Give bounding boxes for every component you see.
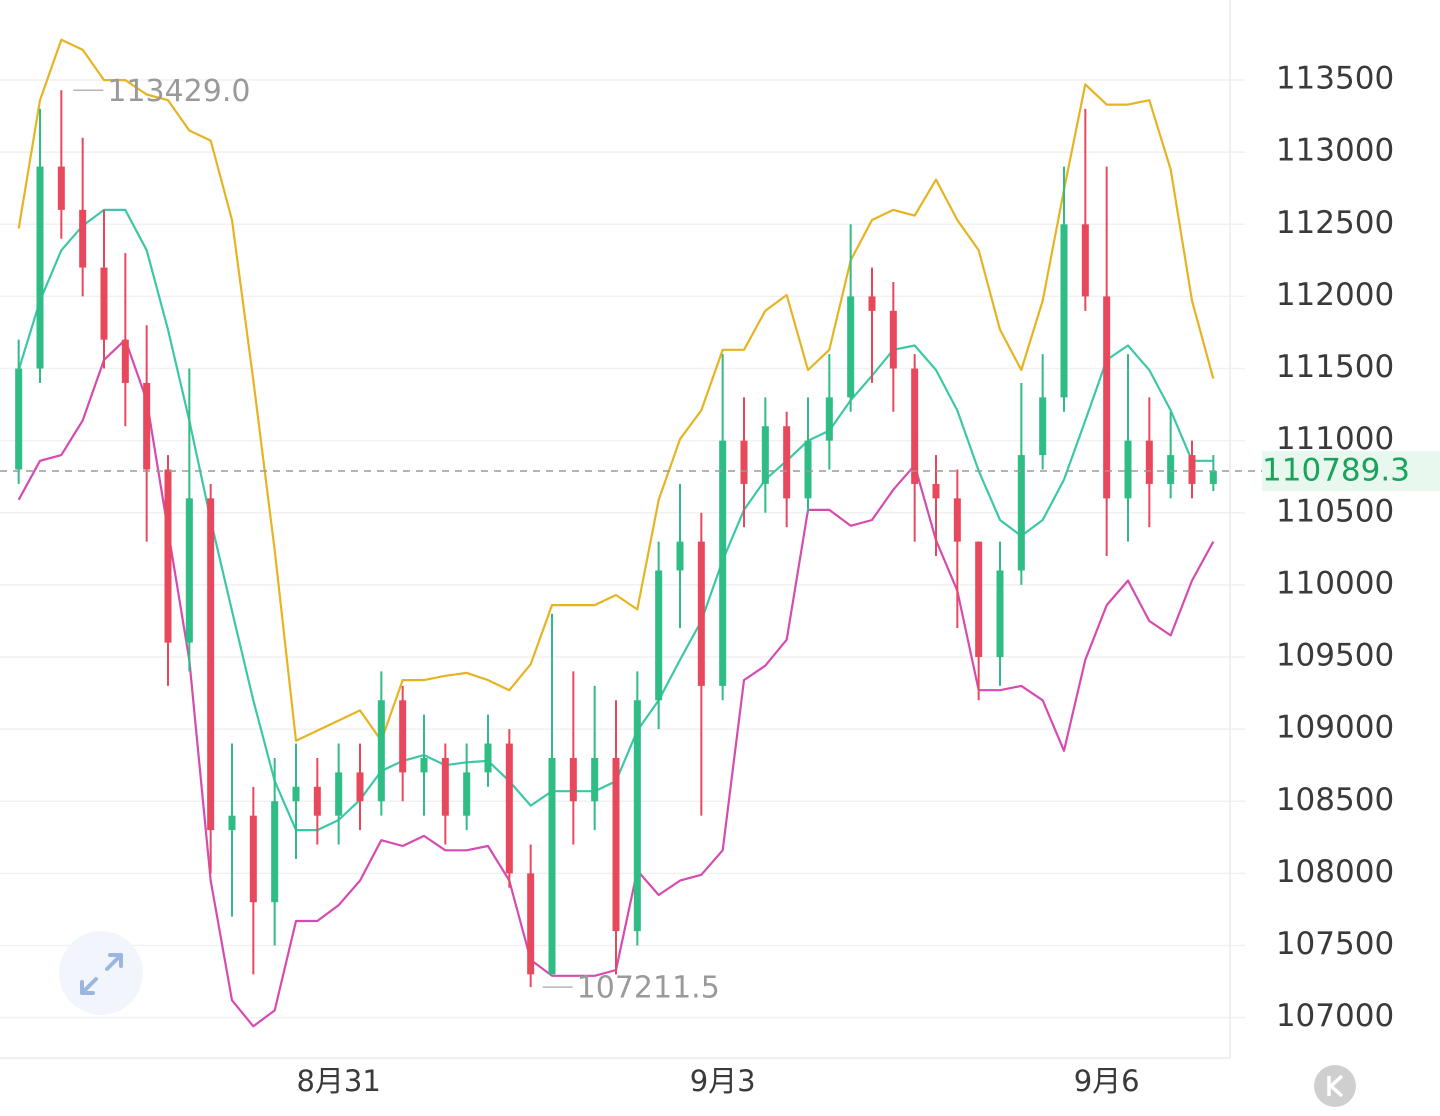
kline-button-bg[interactable]: [1314, 1065, 1356, 1107]
candle-body: [740, 440, 748, 484]
candle-body: [847, 296, 855, 398]
candle-body: [825, 397, 833, 441]
labels: 107000 107500 108000 108500 109000 109500 1100…: [0, 61, 1440, 1098]
candle-body: [591, 757, 599, 802]
candle-body: [1081, 224, 1089, 297]
candle-body: [953, 498, 961, 542]
candle-body: [783, 426, 791, 499]
candle-body: [228, 815, 236, 831]
candle-body: [911, 368, 919, 484]
candle-body: [121, 339, 129, 383]
candle-body: [804, 440, 812, 499]
candle-body: [207, 498, 215, 831]
candle-body: [271, 801, 279, 903]
candle-body: [249, 815, 257, 903]
candle-body: [313, 786, 321, 816]
candle-body: [697, 541, 705, 686]
candle-body: [996, 570, 1004, 658]
expand-icon: [80, 953, 123, 995]
candle-body: [463, 772, 471, 816]
candle-body: [100, 267, 108, 340]
y-tick-label: 111500: [1276, 349, 1394, 385]
y-tick-label: 110000: [1276, 565, 1394, 601]
kline-button[interactable]: [1314, 1065, 1356, 1107]
y-tick-label: 107000: [1276, 998, 1394, 1034]
y-tick-label: 112000: [1276, 277, 1394, 313]
last-price-tag: [1262, 451, 1440, 492]
candle-body: [889, 310, 897, 369]
candle-body: [185, 498, 193, 643]
expand-button[interactable]: [59, 931, 143, 1015]
y-tick-label: 110500: [1276, 493, 1394, 529]
candle-body: [1188, 455, 1196, 484]
candle-body: [1060, 224, 1068, 398]
y-tick-label: 107500: [1276, 926, 1394, 962]
y-tick-label: 112500: [1276, 205, 1394, 241]
candle-body: [1167, 455, 1175, 484]
candle-body: [569, 757, 577, 802]
candle-body: [505, 743, 513, 874]
upper-band: [17, 38, 1215, 742]
x-tick-label: 9月6: [1074, 1064, 1140, 1098]
expand-button-bg[interactable]: [59, 931, 143, 1015]
candles: [15, 90, 1217, 988]
candle-body: [356, 772, 364, 802]
candle-body: [719, 440, 727, 686]
y-tick-label: 108000: [1276, 854, 1394, 890]
annotation-label: 107211.5: [577, 971, 720, 1006]
y-tick-label: 108500: [1276, 782, 1394, 818]
candle-body: [1124, 440, 1132, 499]
candle-body: [1017, 455, 1025, 571]
last-price-label: 110789.3: [1262, 453, 1410, 489]
candle-body: [975, 541, 983, 658]
candle-body: [292, 786, 300, 802]
candle-body: [1145, 440, 1153, 484]
candle-body: [612, 757, 620, 932]
y-tick-label: 113500: [1276, 61, 1394, 97]
x-tick-label: 8月31: [296, 1064, 380, 1098]
candle-body: [1039, 397, 1047, 456]
candle-body: [1103, 296, 1111, 499]
kline-icon: [1327, 1074, 1344, 1098]
candle-body: [484, 743, 492, 773]
candle-body: [441, 757, 449, 816]
candle-body: [420, 757, 428, 773]
candle-body: [1209, 471, 1217, 484]
candle-body: [399, 700, 407, 773]
annotation-label: 113429.0: [107, 74, 250, 109]
candle-body: [868, 296, 876, 311]
candle-body: [676, 541, 684, 571]
candle-body: [143, 382, 151, 470]
candle-body: [655, 570, 663, 701]
candle-body: [761, 426, 769, 484]
y-tick-label: 109500: [1276, 638, 1394, 674]
y-tick-label: 113000: [1276, 133, 1394, 169]
y-tick-label: 109000: [1276, 710, 1394, 746]
candle-body: [633, 700, 641, 932]
candle-body: [932, 483, 940, 499]
candle-body: [527, 873, 535, 975]
x-tick-label: 9月3: [690, 1064, 756, 1098]
candle-body: [36, 166, 44, 369]
candle-body: [548, 757, 556, 975]
candle-body: [164, 469, 172, 643]
candle-body: [79, 209, 87, 268]
candle-body: [335, 772, 343, 816]
candle-body: [15, 368, 23, 470]
candle-body: [377, 700, 385, 802]
candle-body: [57, 166, 65, 210]
